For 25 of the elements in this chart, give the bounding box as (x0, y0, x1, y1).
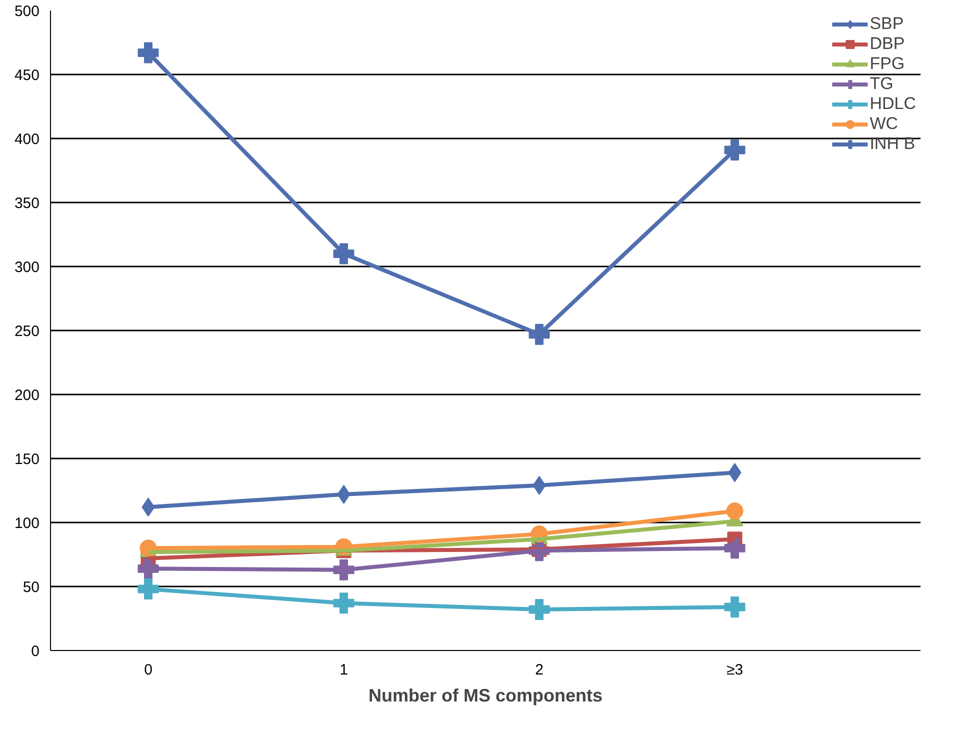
legend-label: TG (870, 74, 894, 94)
y-tick-label: 300 (14, 259, 40, 276)
legend-label: SBP (870, 14, 904, 34)
y-tick-label: 400 (14, 131, 40, 148)
point (138, 42, 159, 64)
y-tick-label: 450 (14, 67, 40, 84)
x-tick-label: 0 (144, 662, 152, 678)
legend-label: WC (870, 114, 898, 134)
y-tick-label: 50 (22, 579, 40, 596)
legend-label: FPG (870, 54, 905, 74)
y-tick-label: 150 (14, 451, 40, 468)
y-tick-label: 200 (14, 387, 40, 404)
legend-label: HDLC (870, 94, 916, 114)
y-tick-label: 250 (14, 323, 40, 340)
y-tick-label: 0 (31, 643, 40, 660)
y-tick-label: 100 (14, 515, 40, 532)
legend-label: DBP (870, 34, 905, 54)
x-tick-label: 1 (340, 662, 348, 678)
legend-label: INH B (870, 134, 916, 154)
y-tick-label: 350 (14, 195, 40, 212)
y-tick-label: 500 (14, 3, 40, 20)
point (724, 140, 746, 161)
x-tick-label: ≥3 (726, 662, 744, 678)
x-axis-title: Number of MS components (368, 686, 603, 706)
x-tick-label: 2 (535, 662, 544, 678)
